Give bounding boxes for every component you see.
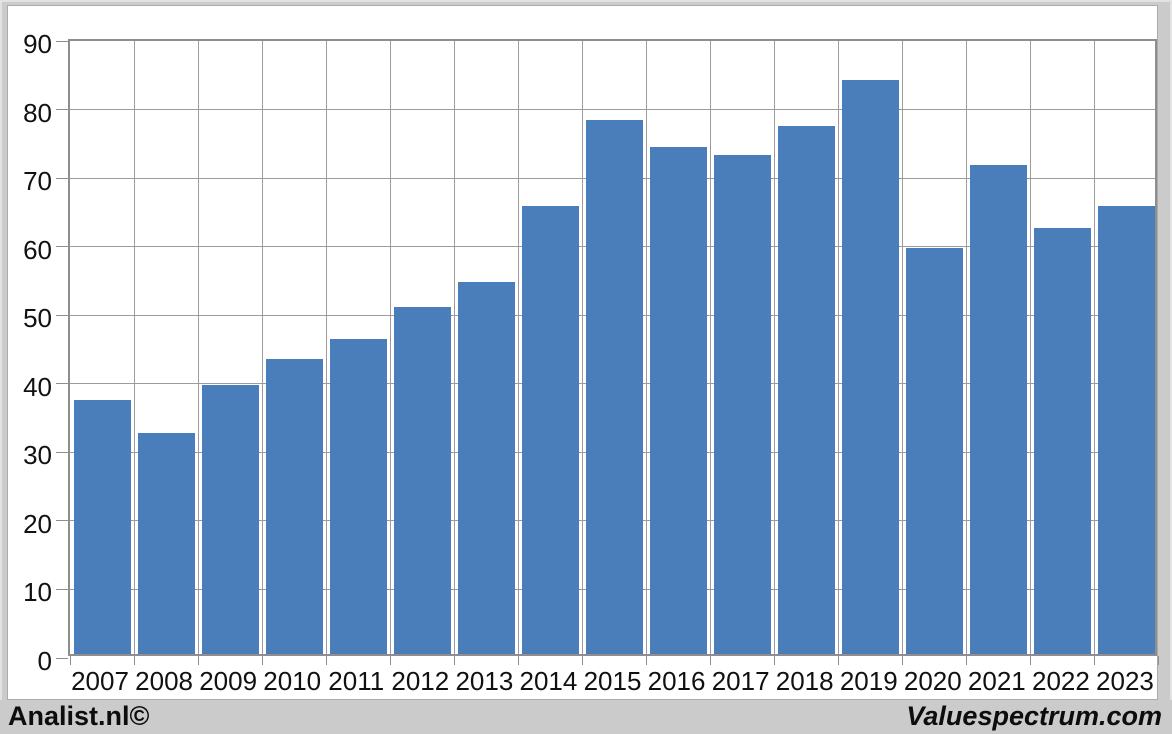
y-axis-tick bbox=[56, 246, 68, 248]
x-axis-tick bbox=[325, 656, 327, 665]
x-axis-tick-label: 2022 bbox=[1031, 666, 1090, 696]
vertical-gridline bbox=[261, 41, 263, 654]
plot-area bbox=[56, 39, 1159, 665]
x-axis-tick-label: 2014 bbox=[519, 666, 578, 696]
y-axis-tick bbox=[56, 451, 68, 453]
bar-2023 bbox=[1098, 205, 1156, 654]
vertical-gridline bbox=[646, 41, 648, 654]
x-axis-tick-label: 2009 bbox=[199, 666, 258, 696]
bar-2008 bbox=[137, 433, 195, 654]
x-axis-tick bbox=[261, 656, 263, 665]
bar-2019 bbox=[842, 79, 900, 654]
y-axis-tick-label: 10 bbox=[23, 577, 52, 608]
y-axis-tick bbox=[56, 520, 68, 522]
y-axis-tick bbox=[56, 109, 68, 111]
bar-2013 bbox=[457, 281, 515, 654]
x-axis-tick bbox=[133, 656, 135, 665]
x-axis-tick-label: 2023 bbox=[1096, 666, 1154, 696]
x-axis-tick-label: 2016 bbox=[647, 666, 706, 696]
bar-2015 bbox=[586, 119, 643, 654]
vertical-gridline bbox=[774, 41, 776, 654]
vertical-gridline bbox=[966, 41, 968, 654]
y-axis-tick bbox=[56, 177, 68, 179]
x-axis-tick-label: 2012 bbox=[391, 666, 450, 696]
bar-2021 bbox=[970, 165, 1028, 654]
analist-brand-label: Analist.nl© bbox=[8, 701, 150, 731]
x-axis-tick bbox=[1030, 656, 1032, 665]
y-axis-tick-label: 50 bbox=[23, 303, 52, 334]
x-axis-tick-label: 2007 bbox=[71, 666, 129, 696]
bar-2009 bbox=[201, 384, 259, 654]
vertical-gridline bbox=[838, 41, 840, 654]
bar-2012 bbox=[393, 307, 451, 654]
vertical-gridline bbox=[710, 41, 712, 654]
x-axis-tick bbox=[902, 656, 904, 665]
y-axis-tick-label: 60 bbox=[23, 234, 52, 265]
x-axis-tick bbox=[453, 656, 455, 665]
x-axis-tick bbox=[1157, 656, 1159, 665]
bar-2020 bbox=[906, 248, 964, 654]
vertical-gridline bbox=[581, 41, 583, 654]
x-axis-tick bbox=[517, 656, 519, 665]
x-axis-tick-label: 2010 bbox=[263, 666, 322, 696]
bar-2016 bbox=[650, 146, 708, 654]
x-axis-tick bbox=[197, 656, 199, 665]
x-axis-tick bbox=[389, 656, 391, 665]
x-axis-tick-label: 2008 bbox=[135, 666, 193, 696]
chart-panel: 0 10 20 30 40 50 60 70 80 90 2007 2008 2009 2010 2011… bbox=[7, 5, 1159, 700]
x-axis-tick bbox=[838, 656, 840, 665]
bar-2014 bbox=[521, 206, 579, 654]
y-axis-tick-label: 40 bbox=[23, 371, 52, 402]
x-axis-tick bbox=[966, 656, 968, 665]
x-axis-tick-label: 2015 bbox=[583, 666, 642, 696]
bar-2022 bbox=[1034, 228, 1092, 654]
vertical-gridline bbox=[389, 41, 391, 654]
vertical-gridline bbox=[197, 41, 199, 654]
x-axis-tick bbox=[710, 656, 712, 665]
bar-2017 bbox=[714, 154, 772, 654]
vertical-gridline bbox=[453, 41, 455, 654]
bar-2007 bbox=[73, 400, 131, 654]
y-axis-tick bbox=[56, 383, 68, 385]
vertical-gridline bbox=[1030, 41, 1032, 654]
x-axis-tick bbox=[774, 656, 776, 665]
y-axis-tick bbox=[56, 588, 68, 590]
vertical-gridline bbox=[1094, 41, 1096, 654]
bar-2018 bbox=[778, 126, 836, 654]
x-axis-tick bbox=[646, 656, 648, 665]
y-axis-tick-label: 30 bbox=[23, 440, 52, 471]
x-axis-tick-label: 2013 bbox=[455, 666, 514, 696]
vertical-gridline bbox=[325, 41, 327, 654]
y-axis-tick-label: 90 bbox=[23, 29, 52, 59]
valuespectrum-brand-label: Valuespectrum.com bbox=[906, 701, 1162, 731]
x-axis-tick-label: 2020 bbox=[903, 666, 962, 696]
y-axis-tick-label: 80 bbox=[23, 97, 52, 128]
vertical-gridline bbox=[133, 41, 135, 654]
x-axis-tick bbox=[1094, 656, 1096, 665]
x-axis-tick bbox=[581, 656, 583, 665]
x-axis-tick bbox=[69, 656, 71, 665]
vertical-gridline bbox=[517, 41, 519, 654]
x-axis-tick-label: 2021 bbox=[967, 666, 1026, 696]
footer-bar: Analist.nl© Valuespectrum.com bbox=[0, 700, 1172, 734]
y-axis-tick bbox=[56, 657, 68, 659]
x-axis-tick-label: 2017 bbox=[711, 666, 770, 696]
y-axis-tick-label: 70 bbox=[23, 166, 52, 197]
horizontal-gridline bbox=[70, 109, 1155, 111]
x-axis-tick-label: 2011 bbox=[328, 666, 385, 696]
y-axis-tick bbox=[56, 40, 68, 42]
y-axis-tick-label: 20 bbox=[23, 508, 52, 539]
bar-2011 bbox=[329, 338, 387, 654]
bar-2010 bbox=[265, 359, 323, 654]
y-axis-tick-label: 0 bbox=[37, 646, 52, 676]
x-axis-tick-label: 2018 bbox=[775, 666, 834, 696]
vertical-gridline bbox=[902, 41, 904, 654]
y-axis-tick bbox=[56, 314, 68, 316]
x-axis-tick-label: 2019 bbox=[839, 666, 898, 696]
